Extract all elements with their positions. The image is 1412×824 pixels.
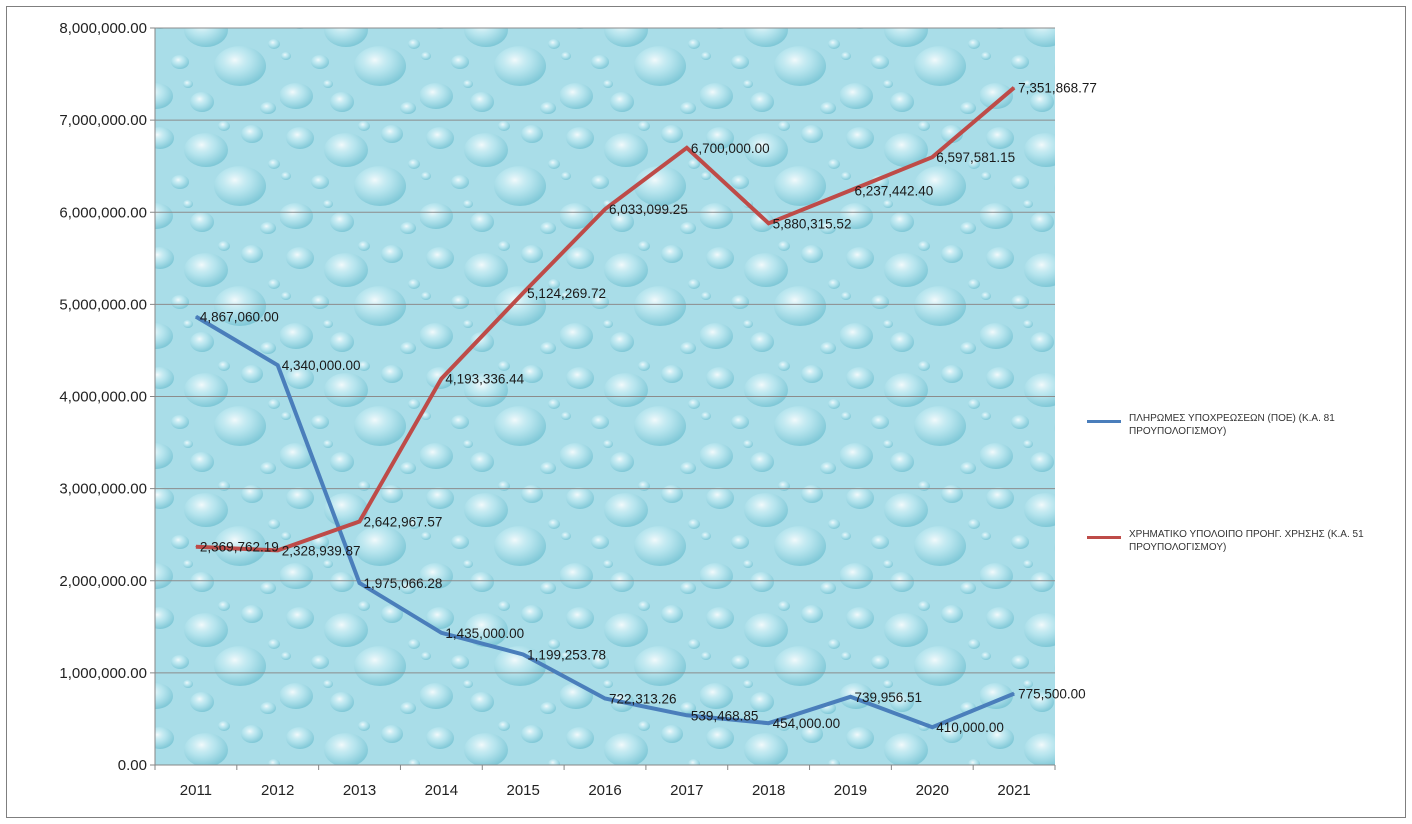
data-point bbox=[1013, 87, 1015, 89]
y-tick-label: 5,000,000.00 bbox=[59, 296, 147, 313]
data-label: 454,000.00 bbox=[773, 716, 841, 731]
legend-swatch bbox=[1087, 536, 1121, 539]
data-point bbox=[849, 189, 851, 191]
data-label: 775,500.00 bbox=[1018, 687, 1086, 702]
data-point bbox=[1013, 693, 1015, 695]
data-label: 7,351,868.77 bbox=[1018, 81, 1097, 96]
data-point bbox=[931, 156, 933, 158]
data-point bbox=[195, 316, 197, 318]
x-tick-label: 2020 bbox=[916, 782, 949, 799]
data-point bbox=[359, 582, 361, 584]
data-label: 2,369,762.19 bbox=[200, 540, 279, 555]
y-tick-label: 7,000,000.00 bbox=[59, 112, 147, 129]
data-label: 6,033,099.25 bbox=[609, 202, 688, 217]
data-label: 6,237,442.40 bbox=[854, 183, 933, 198]
data-label: 5,124,269.72 bbox=[527, 286, 606, 301]
x-tick-label: 2019 bbox=[834, 782, 867, 799]
y-tick-label: 3,000,000.00 bbox=[59, 481, 147, 498]
data-label: 6,597,581.15 bbox=[936, 150, 1015, 165]
data-point bbox=[522, 654, 524, 656]
data-point bbox=[359, 521, 361, 523]
data-label: 4,867,060.00 bbox=[200, 310, 279, 325]
data-point bbox=[768, 722, 770, 724]
data-label: 410,000.00 bbox=[936, 720, 1004, 735]
data-point bbox=[604, 208, 606, 210]
legend-label: ΠΛΗΡΩΜΕΣ ΥΠΟΧΡΕΩΣΕΩΝ (ΠΟΕ) (Κ.Α. 81 ΠΡΟΥ… bbox=[1129, 413, 1335, 437]
data-point bbox=[686, 147, 688, 149]
x-tick-label: 2017 bbox=[670, 782, 703, 799]
data-label: 1,199,253.78 bbox=[527, 648, 606, 663]
data-label: 5,880,315.52 bbox=[773, 216, 852, 231]
data-label: 1,435,000.00 bbox=[445, 626, 524, 641]
data-label: 539,468.85 bbox=[691, 708, 759, 723]
y-tick-label: 0.00 bbox=[118, 757, 147, 774]
y-tick-label: 6,000,000.00 bbox=[59, 204, 147, 221]
data-point bbox=[849, 696, 851, 698]
data-point bbox=[440, 378, 442, 380]
x-tick-label: 2018 bbox=[752, 782, 785, 799]
data-point bbox=[277, 364, 279, 366]
data-point bbox=[277, 549, 279, 551]
data-label: 1,975,066.28 bbox=[364, 576, 443, 591]
x-tick-label: 2012 bbox=[261, 782, 294, 799]
data-point bbox=[440, 632, 442, 634]
data-point bbox=[522, 292, 524, 294]
data-label: 4,340,000.00 bbox=[282, 358, 361, 373]
x-tick-label: 2014 bbox=[425, 782, 458, 799]
legend-swatch bbox=[1087, 420, 1121, 423]
x-tick-label: 2016 bbox=[588, 782, 621, 799]
x-tick-label: 2011 bbox=[180, 782, 212, 799]
x-tick-label: 2015 bbox=[506, 782, 539, 799]
data-label: 4,193,336.44 bbox=[445, 372, 524, 387]
data-label: 6,700,000.00 bbox=[691, 141, 770, 156]
data-point bbox=[604, 697, 606, 699]
y-tick-label: 1,000,000.00 bbox=[59, 665, 147, 682]
y-tick-label: 4,000,000.00 bbox=[59, 389, 147, 406]
data-label: 739,956.51 bbox=[854, 690, 922, 705]
data-label: 722,313.26 bbox=[609, 691, 677, 706]
y-tick-label: 8,000,000.00 bbox=[59, 20, 147, 37]
data-point bbox=[768, 222, 770, 224]
data-point bbox=[931, 726, 933, 728]
data-label: 2,642,967.57 bbox=[364, 515, 443, 530]
data-point bbox=[686, 714, 688, 716]
data-point bbox=[195, 546, 197, 548]
y-tick-label: 2,000,000.00 bbox=[59, 573, 147, 590]
x-tick-label: 2021 bbox=[997, 782, 1030, 799]
legend-label: ΧΡΗΜΑΤΙΚΟ ΥΠΟΛΟΙΠΟ ΠΡΟΗΓ. ΧΡΗΣΗΣ (Κ.Α. 5… bbox=[1129, 529, 1364, 553]
data-label: 2,328,939.87 bbox=[282, 543, 361, 558]
x-tick-label: 2013 bbox=[343, 782, 376, 799]
